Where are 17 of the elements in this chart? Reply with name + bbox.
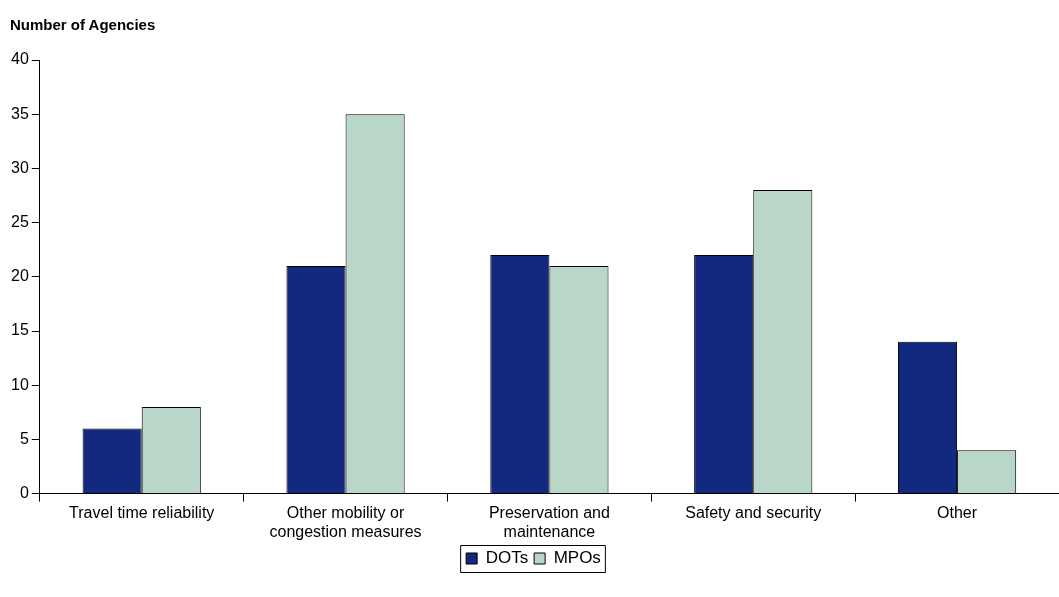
y-tick-label: 5: [19, 429, 29, 447]
x-tick-label: Preservation and maintenance: [488, 503, 610, 540]
x-tick-label: Travel time reliability: [69, 503, 215, 521]
y-axis-title: Number of Agencies: [10, 15, 156, 33]
y-tick-label: 30: [11, 158, 29, 176]
y-tick-label: 40: [11, 50, 29, 68]
x-tick-label: Other: [937, 503, 978, 521]
x-tick-label: Other mobility or congestion measures: [269, 503, 422, 540]
legend-label: DOTs: [485, 548, 529, 568]
y-tick-label: 35: [11, 104, 29, 122]
y-tick-label: 20: [11, 267, 29, 285]
x-tick-label: Safety and security: [685, 503, 822, 521]
legend-label: MPOs: [553, 548, 601, 568]
y-tick-label: 15: [11, 321, 29, 339]
y-tick-label: 10: [11, 375, 29, 393]
y-tick-label: 0: [19, 484, 29, 502]
y-tick-label: 25: [11, 213, 29, 231]
